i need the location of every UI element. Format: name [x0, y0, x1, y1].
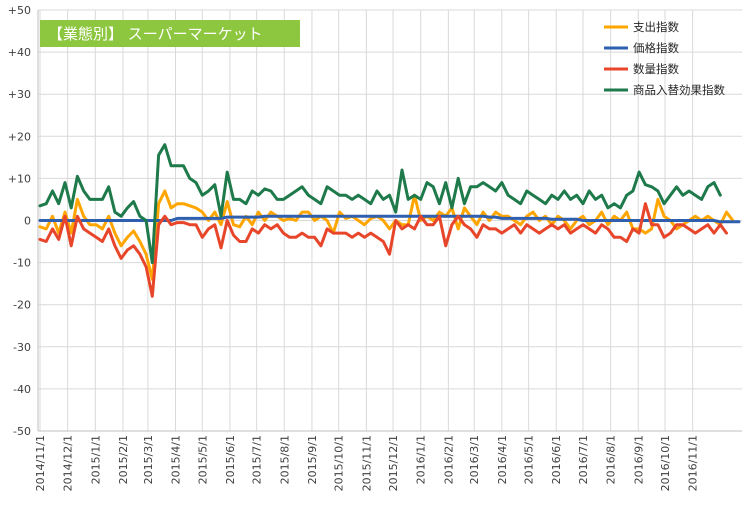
series-lines: [38, 143, 741, 298]
series-line: [38, 214, 741, 224]
x-tick-label: 2016/1/1: [415, 435, 428, 484]
x-tick-label: 2015/10/1: [333, 435, 346, 491]
y-tick-label: -20: [13, 299, 31, 312]
legend-swatch: [604, 46, 628, 50]
x-tick-label: 2015/9/1: [306, 435, 319, 484]
chart-title: 【業態別】 スーパーマーケット: [48, 25, 263, 43]
x-tick-label: 2015/7/1: [251, 435, 264, 484]
y-tick-label: +10: [8, 172, 31, 185]
x-tick-label: 2015/1/1: [89, 435, 102, 484]
legend-label: 支出指数: [633, 20, 679, 34]
x-tick-label: 2015/5/1: [196, 435, 209, 484]
x-tick-label: 2015/11/1: [360, 435, 373, 491]
x-tick-label: 2016/5/1: [523, 435, 536, 484]
x-tick-label: 2015/8/1: [278, 435, 291, 484]
x-tick-label: 2015/12/1: [387, 435, 400, 491]
x-tick-label: 2015/6/1: [224, 435, 237, 484]
series-line: [38, 143, 722, 265]
x-tick-label: 2014/11/1: [34, 435, 47, 491]
x-tick-label: 2015/3/1: [142, 435, 155, 484]
legend-label: 価格指数: [633, 41, 679, 55]
y-tick-label: +50: [8, 4, 31, 17]
y-tick-label: 0: [24, 215, 31, 228]
chart-title-box: 【業態別】 スーパーマーケット: [40, 20, 300, 47]
x-tick-label: 2016/3/1: [468, 435, 481, 484]
x-tick-label: 2016/2/1: [442, 435, 455, 484]
x-tick-label: 2015/4/1: [169, 435, 182, 484]
y-tick-label: +40: [8, 46, 31, 59]
y-tick-label: -10: [13, 257, 31, 270]
legend-swatch: [604, 67, 628, 71]
legend-swatch: [604, 88, 628, 92]
x-tick-label: 2016/4/1: [496, 435, 509, 484]
y-tick-label: +20: [8, 130, 31, 143]
x-tick-label: 2016/9/1: [632, 435, 645, 484]
legend-swatch: [604, 25, 628, 29]
y-tick-label: -30: [13, 341, 31, 354]
x-tick-label: 2016/7/1: [577, 435, 590, 484]
x-tick-label: 2016/6/1: [550, 435, 563, 484]
x-tick-label: 2014/12/1: [62, 435, 75, 491]
chart-title-background: [40, 20, 300, 47]
y-tick-label: +30: [8, 88, 31, 101]
series-line: [38, 202, 728, 298]
legend-label: 数量指数: [633, 62, 679, 76]
axes: +50 +40 +30 +20 +10 0 -10 -20 -30 -40 -502014/11/1…: [8, 4, 742, 491]
x-tick-label: 2015/2/1: [117, 435, 130, 484]
x-tick-label: 2016/10/1: [659, 435, 672, 491]
y-tick-label: -40: [13, 383, 31, 396]
legend-label: 商品入替効果指数: [633, 83, 725, 97]
series-line: [38, 189, 735, 281]
x-tick-label: 2016/11/1: [687, 435, 700, 491]
y-tick-label: -50: [13, 425, 31, 438]
x-tick-label: 2016/8/1: [605, 435, 618, 484]
